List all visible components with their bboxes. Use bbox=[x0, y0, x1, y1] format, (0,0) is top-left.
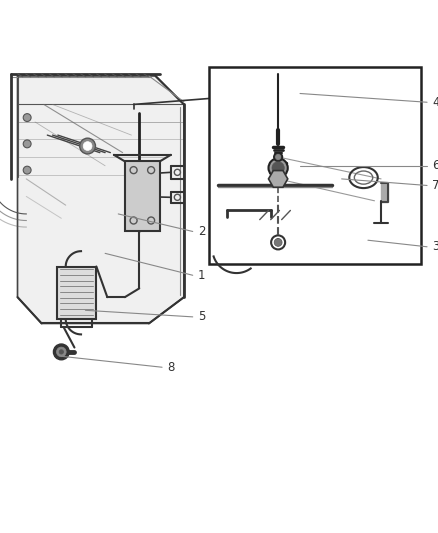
Text: 2: 2 bbox=[198, 225, 205, 238]
Bar bbox=[125, 161, 160, 231]
Circle shape bbox=[57, 347, 66, 357]
Circle shape bbox=[275, 175, 282, 182]
Text: 1: 1 bbox=[198, 269, 205, 282]
Bar bbox=[209, 67, 421, 264]
Circle shape bbox=[53, 344, 69, 360]
Text: 7: 7 bbox=[432, 179, 438, 192]
Circle shape bbox=[272, 162, 284, 174]
Text: 8: 8 bbox=[167, 361, 175, 374]
Text: 6: 6 bbox=[432, 159, 438, 172]
Polygon shape bbox=[268, 171, 288, 187]
Circle shape bbox=[268, 158, 288, 177]
Circle shape bbox=[59, 350, 64, 354]
Circle shape bbox=[80, 138, 95, 154]
Circle shape bbox=[276, 155, 281, 159]
Circle shape bbox=[23, 140, 31, 148]
Polygon shape bbox=[18, 76, 184, 324]
Text: 3: 3 bbox=[432, 240, 438, 253]
Bar bbox=[57, 266, 96, 319]
Circle shape bbox=[274, 152, 283, 161]
Text: 4: 4 bbox=[432, 96, 438, 109]
Circle shape bbox=[23, 114, 31, 122]
Text: 5: 5 bbox=[198, 310, 205, 324]
Circle shape bbox=[83, 142, 92, 150]
Circle shape bbox=[274, 238, 282, 246]
Polygon shape bbox=[381, 183, 388, 201]
Circle shape bbox=[23, 166, 31, 174]
